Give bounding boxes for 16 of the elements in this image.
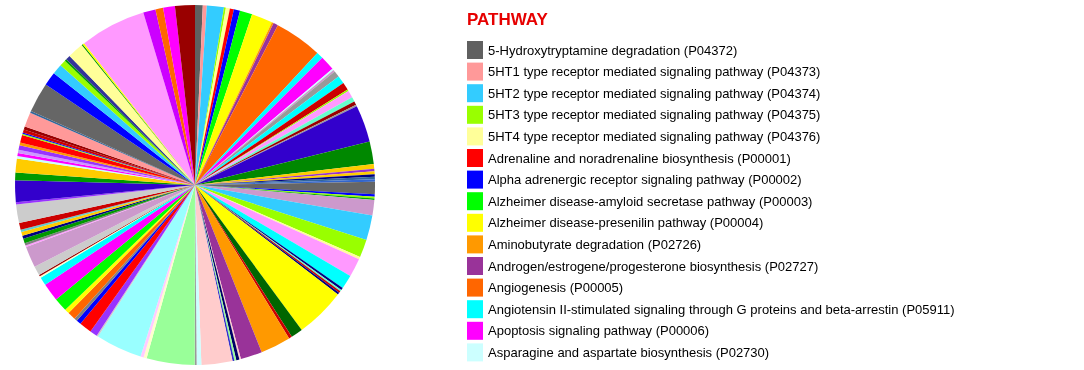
legend-label: 5-Hydroxytryptamine degradation (P04372) xyxy=(488,42,738,58)
legend-label: Angiotensin II-stimulated signaling through G proteins and beta-arrestin (P05911) xyxy=(488,301,955,317)
legend-label: Asparagine and aspartate biosynthesis (P02730) xyxy=(488,344,770,360)
legend-label: 5HT2 type receptor mediated signaling pathway (P04374) xyxy=(488,85,821,101)
legend-label: Alzheimer disease-presenilin pathway (P00004) xyxy=(488,215,764,231)
legend-label: Angiogenesis (P00005) xyxy=(488,280,624,296)
legend-label: Alpha adrenergic receptor signaling pathway (P00002) xyxy=(488,172,802,188)
legend-label: 5HT4 type receptor mediated signaling pathway (P04376) xyxy=(488,128,821,144)
chart-title: PATHWAY xyxy=(467,10,549,29)
legend-label: 5HT1 type receptor mediated signaling pathway (P04373) xyxy=(488,64,821,80)
legend-label: Aminobutyrate degradation (P02726) xyxy=(488,236,702,252)
legend-label: Alzheimer disease-amyloid secretase pathway (P00003) xyxy=(488,193,813,209)
legend-label: Apoptosis signaling pathway (P00006) xyxy=(488,323,710,339)
legend-label: Adrenaline and noradrenaline biosynthesis (P00001) xyxy=(488,150,791,166)
legend-label: Androgen/estrogene/progesterone biosynthesis (P02727) xyxy=(488,258,819,274)
legend-label: 5HT3 type receptor mediated signaling pathway (P04375) xyxy=(488,107,821,123)
